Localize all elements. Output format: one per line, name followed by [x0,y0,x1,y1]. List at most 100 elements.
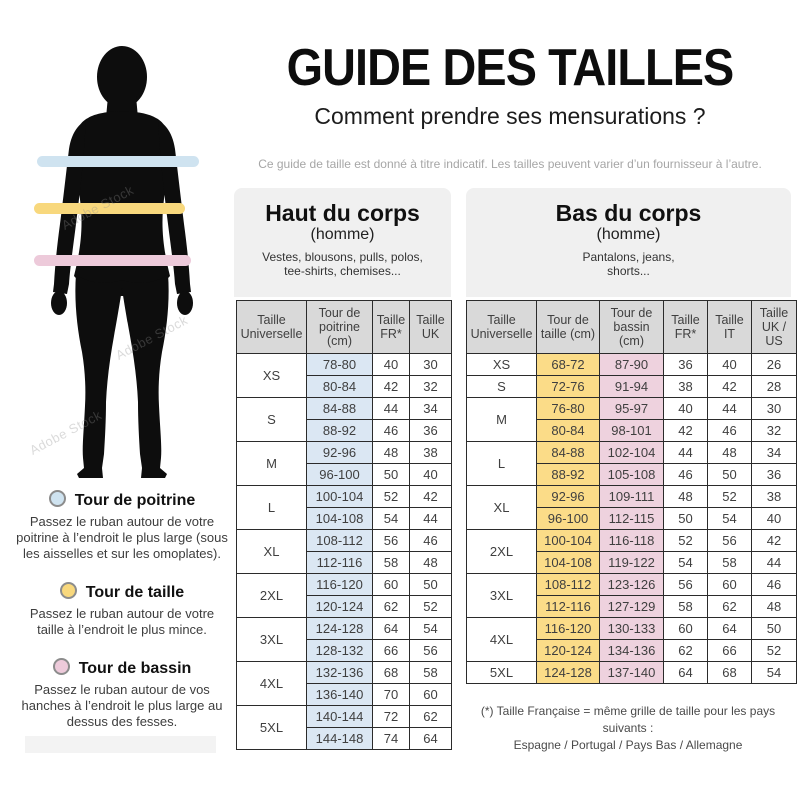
table-cell: 74 [372,727,410,750]
table-cell: 44 [751,551,797,574]
table-cell: 96-100 [536,507,600,530]
table-row: 4XL 132-136 68 58 [236,661,452,706]
table-cell: 124-128 [536,661,600,684]
table-cell: 40 [663,397,708,420]
measurement-legend: Tour de poitrine Passez le ruban autour d… [16,490,228,750]
table-cell: 56 [409,639,452,662]
table-cell: 54 [751,661,797,684]
table-row: 5XL 124-128 137-140 64 68 54 [466,661,797,684]
table-cell: 38 [751,485,797,508]
silhouette-left-leg [75,274,122,468]
table-cell: 116-120 [536,617,600,640]
table-cell: 60 [409,683,452,706]
legend-item-description: Passez le ruban autour de vos hanches à … [21,682,223,729]
table-cell: 144-148 [306,727,373,750]
table-cell: 38 [663,375,708,398]
table-cell: 58 [372,551,410,574]
color-dot-icon [48,490,66,507]
table-cell: 46 [409,529,452,552]
size-cell: 2XL [466,529,537,574]
table-cell: 62 [372,595,410,618]
chest-measure-band [37,156,199,167]
table-cell: 108-112 [536,573,600,596]
page-subtitle: Comment prendre ses mensurations ? [314,103,706,129]
lower-body-subtitle: (homme) [596,226,661,243]
size-cell: 3XL [466,573,537,618]
silhouette-right-hand [177,291,193,315]
table-cell: 112-115 [599,507,664,530]
table-cell: 112-116 [306,551,373,574]
table-cell: 34 [751,441,797,464]
lower-body-title: Bas du corps [555,200,702,226]
footnote-line-1: (*) Taille Française = même grille de ta… [480,704,776,735]
table-row: L 84-88 102-104 44 48 34 [466,441,797,486]
table-cell: 60 [663,617,708,640]
color-dot-icon [52,658,70,675]
table-cell: 44 [409,507,452,530]
table-cell: 137-140 [599,661,664,684]
table-cell: 105-108 [599,463,664,486]
legend-item-title: Tour de poitrine [16,490,228,510]
table-row: 5XL 140-144 72 62 [236,705,452,750]
table-cell: 36 [409,419,452,442]
table-cell: 48 [372,441,410,464]
table-row: M 92-96 48 38 [236,441,452,486]
legend-item-label: Tour de bassin [78,660,192,677]
table-row: 2XL 116-120 60 50 [236,573,452,618]
table-cell: 123-126 [599,573,664,596]
lower-body-description: Pantalons, jeans, shorts... [582,250,675,278]
size-cell: S [236,397,307,442]
table-cell: 128-132 [306,639,373,662]
column-header: Taille IT [707,300,752,354]
table-cell: 140-144 [306,705,373,728]
waist-measure-band [34,203,185,214]
table-cell: 32 [409,375,452,398]
table-row: 112-116 58 48 [237,551,452,574]
table-cell: 64 [663,661,708,684]
column-header: Taille FR* [372,300,410,354]
table-row: 80-84 42 32 [237,375,452,398]
table-cell: 109-111 [599,485,664,508]
silhouette-left-foot [77,468,103,478]
table-row: L 100-104 52 42 [236,485,452,530]
size-cell: L [466,441,537,486]
legend-item-description: Passez le ruban autour de votre poitrine… [16,514,228,561]
table-row: S 84-88 44 34 [236,397,452,442]
table-cell: 40 [409,463,452,486]
table-row: 112-116 127-129 58 62 48 [467,595,797,618]
table-cell: 100-104 [536,529,600,552]
table-cell: 66 [707,639,752,662]
legend-item-label: Tour de poitrine [74,492,196,509]
silhouette-right-leg [122,274,169,468]
table-cell: 88-92 [306,419,373,442]
floor-shadow [25,736,216,753]
silhouette-head [97,46,147,108]
table-cell: 58 [409,661,452,684]
table-row: 144-148 74 64 [237,727,452,750]
table-cell: 32 [751,419,797,442]
column-header: Taille UK / US [751,300,797,354]
table-cell: 76-80 [536,397,600,420]
table-cell: 116-118 [599,529,664,552]
french-size-footnote: (*) Taille Française = même grille de ta… [458,703,798,754]
table-cell: 68 [707,661,752,684]
table-cell: 52 [409,595,452,618]
table-cell: 48 [707,441,752,464]
column-header: Taille Universelle [466,300,537,354]
table-cell: 64 [707,617,752,640]
table-cell: 84-88 [536,441,600,464]
table-cell: 132-136 [306,661,373,684]
table-cell: 119-122 [599,551,664,574]
table-cell: 54 [707,507,752,530]
size-cell: XL [236,529,307,574]
table-cell: 62 [707,595,752,618]
table-cell: 50 [409,573,452,596]
table-cell: 68-72 [536,353,600,376]
table-row: 3XL 124-128 64 54 [236,617,452,662]
column-header: Tour de taille (cm) [536,300,600,354]
column-header: Taille Universelle [236,300,307,354]
table-cell: 80-84 [306,375,373,398]
table-cell: 112-116 [536,595,600,618]
table-cell: 72 [372,705,410,728]
table-cell: 48 [751,595,797,618]
